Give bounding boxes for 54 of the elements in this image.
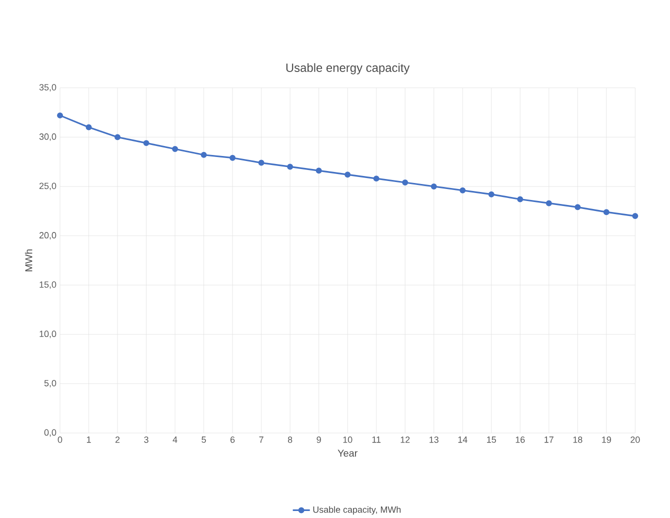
x-tick-label: 13 — [430, 436, 438, 443]
point — [258, 160, 264, 166]
point — [287, 164, 294, 170]
x-tick-label: 20 — [630, 436, 640, 443]
x-tick-label: 11 — [372, 436, 381, 443]
point — [230, 154, 236, 161]
x-tick-label: 5 — [202, 436, 206, 443]
legend-label: Usable capacity, MWh — [313, 506, 401, 515]
x-axis-title: Year — [338, 450, 358, 457]
x-tick-label: 6 — [230, 436, 235, 443]
y-tick-label: 25,0 — [39, 182, 56, 190]
x-tick-label: 16 — [516, 436, 525, 443]
point — [632, 213, 638, 220]
y-tick-label: 0,0 — [44, 429, 56, 437]
point — [172, 146, 178, 152]
x-tick-label: 2 — [115, 436, 120, 443]
point — [517, 196, 524, 202]
x-tick-label: 12 — [400, 436, 410, 443]
y-tick-label: 10,0 — [40, 330, 56, 338]
x-tick-label: 15 — [487, 436, 496, 443]
x-tick-label: 1 — [86, 436, 91, 443]
x-tick-label: 7 — [259, 436, 264, 443]
point — [402, 180, 408, 186]
y-tick-label: 15,0 — [40, 281, 56, 289]
x-tick-label: 0 — [58, 436, 62, 443]
chart-title: Usable energy capacity — [286, 63, 410, 74]
point — [316, 168, 322, 174]
point — [344, 172, 351, 178]
point — [57, 112, 63, 118]
y-tick-label: 5,0 — [44, 380, 56, 388]
point — [143, 140, 150, 146]
y-tick-label: 30,0 — [39, 133, 56, 141]
point — [200, 152, 207, 158]
point — [546, 200, 552, 206]
point — [574, 204, 581, 210]
x-tick-label: 17 — [544, 436, 554, 443]
x-tick-label: 14 — [458, 436, 468, 443]
y-tick-label: 35,0 — [39, 84, 56, 92]
point — [488, 191, 494, 198]
point — [460, 187, 466, 194]
x-tick-label: 3 — [144, 436, 148, 443]
point — [114, 134, 121, 140]
x-tick-label: 10 — [343, 436, 352, 443]
x-tick-label: 8 — [288, 436, 292, 443]
point — [373, 176, 380, 182]
point — [603, 209, 610, 216]
y-tick-label: 20,0 — [39, 232, 56, 240]
x-tick-label: 4 — [172, 436, 178, 443]
y-axis-title: MWh — [24, 249, 32, 272]
point — [430, 183, 437, 190]
x-tick-label: 9 — [316, 436, 321, 443]
x-tick-label: 18 — [573, 436, 582, 443]
point — [86, 124, 92, 130]
x-tick-label: 19 — [602, 436, 611, 443]
